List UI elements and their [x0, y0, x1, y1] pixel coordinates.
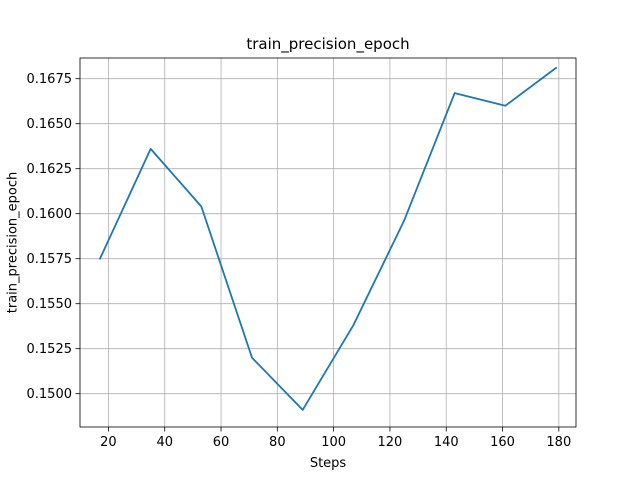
data-point	[352, 324, 355, 327]
data-point	[149, 147, 152, 150]
y-tick-label: 0.1525	[27, 342, 73, 357]
data-point	[402, 219, 405, 222]
x-tick-label: 20	[100, 435, 117, 450]
grid	[80, 58, 576, 427]
series-line	[98, 66, 558, 411]
x-tick-label: 80	[269, 435, 286, 450]
data-point	[554, 66, 557, 69]
y-tick-label: 0.1650	[27, 117, 73, 132]
data-point	[453, 92, 456, 95]
x-tick-label: 100	[321, 435, 346, 450]
x-axis-label: Steps	[310, 456, 347, 471]
y-tick-label: 0.1575	[27, 252, 73, 267]
data-point	[504, 104, 507, 107]
x-tick-label: 120	[378, 435, 403, 450]
plot-frame	[79, 57, 577, 428]
data-point	[98, 257, 101, 260]
tick-labels: 20 40 60 80 100 120 140 160 180 0.1500 0.1525 0.155…	[27, 72, 572, 450]
y-tick-label: 0.1625	[27, 162, 73, 177]
x-tick-label: 140	[434, 435, 459, 450]
y-tick-label: 0.1550	[27, 297, 73, 312]
x-tick-label: 160	[490, 435, 515, 450]
y-tick-label: 0.1600	[27, 207, 73, 222]
plot-area	[80, 58, 576, 427]
x-tick-label: 60	[213, 435, 230, 450]
ticks	[75, 78, 560, 432]
data-point	[250, 356, 253, 359]
y-tick-label: 0.1675	[27, 72, 73, 87]
y-tick-label: 0.1500	[27, 387, 73, 402]
series-layer	[98, 66, 558, 411]
data-point	[301, 408, 304, 411]
chart-title: train_precision_epoch	[246, 35, 409, 54]
y-axis-label: train_precision_epoch	[6, 172, 21, 314]
data-point	[200, 205, 203, 208]
x-tick-label: 40	[156, 435, 173, 450]
x-tick-label: 180	[546, 435, 571, 450]
